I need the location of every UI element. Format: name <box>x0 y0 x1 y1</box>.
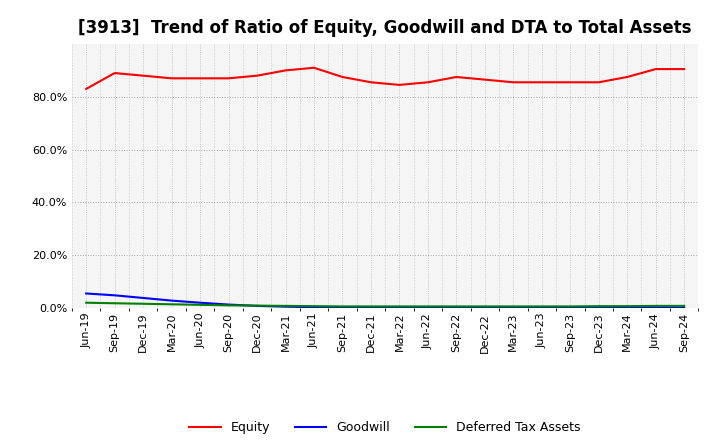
Goodwill <box>623 305 631 310</box>
Goodwill <box>480 305 489 310</box>
Deferred Tax Assets <box>139 301 148 306</box>
Deferred Tax Assets <box>225 303 233 308</box>
Goodwill <box>225 302 233 307</box>
Deferred Tax Assets <box>310 304 318 309</box>
Equity <box>652 66 660 72</box>
Equity <box>110 70 119 76</box>
Deferred Tax Assets <box>338 304 347 309</box>
Deferred Tax Assets <box>509 304 518 309</box>
Goodwill <box>196 300 204 305</box>
Equity <box>452 74 461 80</box>
Equity <box>139 73 148 78</box>
Goodwill <box>452 305 461 310</box>
Goodwill <box>282 304 290 309</box>
Goodwill <box>537 305 546 310</box>
Goodwill <box>680 305 688 310</box>
Deferred Tax Assets <box>253 303 261 308</box>
Equity <box>167 76 176 81</box>
Deferred Tax Assets <box>196 302 204 308</box>
Line: Goodwill: Goodwill <box>86 293 684 308</box>
Equity <box>623 74 631 80</box>
Goodwill <box>652 305 660 310</box>
Deferred Tax Assets <box>652 303 660 308</box>
Equity <box>225 76 233 81</box>
Goodwill <box>310 304 318 310</box>
Deferred Tax Assets <box>82 300 91 305</box>
Equity <box>423 80 432 85</box>
Deferred Tax Assets <box>167 302 176 307</box>
Deferred Tax Assets <box>623 304 631 309</box>
Goodwill <box>423 305 432 310</box>
Equity <box>82 86 91 92</box>
Deferred Tax Assets <box>537 304 546 309</box>
Deferred Tax Assets <box>395 304 404 309</box>
Goodwill <box>366 305 375 310</box>
Equity <box>310 65 318 70</box>
Deferred Tax Assets <box>423 304 432 309</box>
Equity <box>566 80 575 85</box>
Equity <box>196 76 204 81</box>
Equity <box>366 80 375 85</box>
Title: [3913]  Trend of Ratio of Equity, Goodwill and DTA to Total Assets: [3913] Trend of Ratio of Equity, Goodwil… <box>78 19 692 37</box>
Deferred Tax Assets <box>595 304 603 309</box>
Goodwill <box>82 291 91 296</box>
Deferred Tax Assets <box>110 301 119 306</box>
Deferred Tax Assets <box>480 304 489 309</box>
Goodwill <box>566 305 575 310</box>
Goodwill <box>595 305 603 310</box>
Equity <box>595 80 603 85</box>
Goodwill <box>509 305 518 310</box>
Deferred Tax Assets <box>282 303 290 308</box>
Goodwill <box>253 303 261 308</box>
Equity <box>537 80 546 85</box>
Goodwill <box>338 305 347 310</box>
Equity <box>480 77 489 82</box>
Deferred Tax Assets <box>566 304 575 309</box>
Equity <box>680 66 688 72</box>
Equity <box>338 74 347 80</box>
Equity <box>253 73 261 78</box>
Line: Deferred Tax Assets: Deferred Tax Assets <box>86 303 684 306</box>
Line: Equity: Equity <box>86 68 684 89</box>
Goodwill <box>395 305 404 310</box>
Equity <box>509 80 518 85</box>
Deferred Tax Assets <box>366 304 375 309</box>
Equity <box>395 82 404 88</box>
Goodwill <box>167 298 176 303</box>
Deferred Tax Assets <box>452 304 461 309</box>
Goodwill <box>139 295 148 301</box>
Equity <box>282 68 290 73</box>
Legend: Equity, Goodwill, Deferred Tax Assets: Equity, Goodwill, Deferred Tax Assets <box>184 416 586 439</box>
Deferred Tax Assets <box>680 303 688 308</box>
Goodwill <box>110 293 119 298</box>
